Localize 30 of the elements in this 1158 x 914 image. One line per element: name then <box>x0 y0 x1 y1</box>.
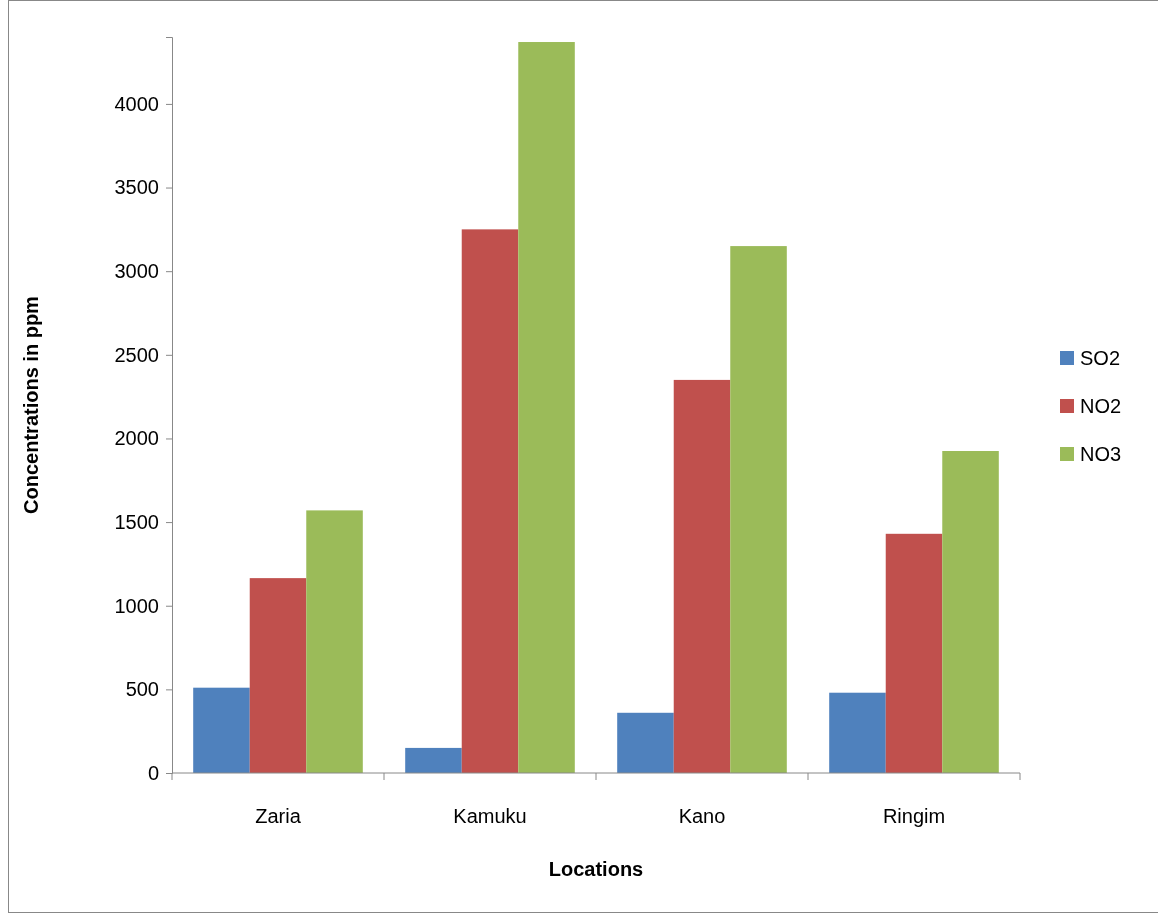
x-tick-label: Ringim <box>882 805 946 827</box>
y-tick-label: 3500 <box>114 176 159 199</box>
bar <box>730 246 787 773</box>
bar <box>405 747 462 773</box>
y-tick-label: 2000 <box>114 427 159 450</box>
y-tick-label: 3000 <box>114 260 159 283</box>
y-tick-label: 500 <box>125 678 159 701</box>
bar <box>461 229 519 773</box>
bar <box>249 578 307 773</box>
legend-label: NO2 <box>1080 395 1122 417</box>
legend-label: SO2 <box>1080 347 1121 369</box>
bar <box>829 692 886 773</box>
bar <box>885 533 943 773</box>
x-tick-label: Zaria <box>255 805 302 827</box>
bar <box>617 712 674 773</box>
x-tick-label: Kano <box>678 805 726 827</box>
y-tick-label: 4000 <box>114 92 159 115</box>
bar <box>673 379 731 773</box>
y-tick-label: 1500 <box>114 510 159 533</box>
bar <box>942 451 999 773</box>
bar <box>193 687 250 773</box>
bar <box>306 510 363 773</box>
bar <box>518 42 575 773</box>
y-tick-label: 1000 <box>114 594 159 617</box>
x-axis-title: Locations <box>548 858 644 880</box>
y-tick-label: 2500 <box>114 343 159 366</box>
x-tick-label: Kamuku <box>453 805 527 827</box>
y-axis-title: Concentrations in ppm <box>20 296 42 514</box>
y-tick-label: 0 <box>147 761 159 784</box>
legend-label: NO3 <box>1080 443 1122 465</box>
